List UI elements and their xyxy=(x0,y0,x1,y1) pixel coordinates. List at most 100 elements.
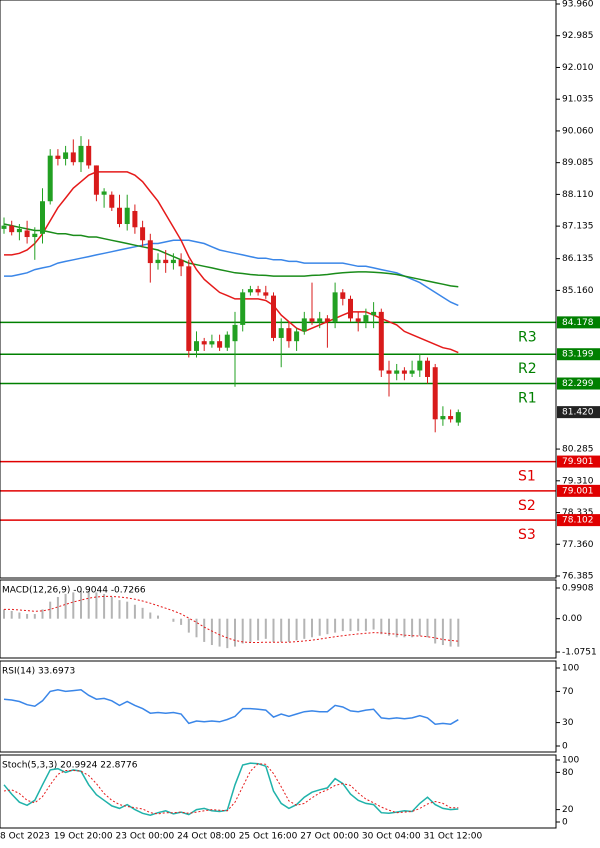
candle-body xyxy=(217,341,223,348)
candle-body xyxy=(425,360,430,377)
macd-bar xyxy=(334,618,337,633)
level-name: S1 xyxy=(518,469,536,485)
macd-bar xyxy=(149,612,152,619)
level-price-box xyxy=(557,316,600,329)
candle-body xyxy=(294,331,300,342)
y-tick-label: 80 xyxy=(562,768,574,778)
level-price-box xyxy=(557,514,600,527)
x-tick-label: 24 Oct 08:00 xyxy=(177,832,236,842)
y-tick-label: 76.385 xyxy=(562,572,594,582)
y-tick-label: 92.985 xyxy=(562,31,594,41)
candle-body xyxy=(147,240,153,264)
candle-body xyxy=(109,194,115,208)
last-price-box xyxy=(557,406,600,419)
macd-bar xyxy=(172,618,175,622)
macd-bar xyxy=(341,618,344,632)
candle-body xyxy=(317,318,323,322)
macd-bar xyxy=(280,618,283,642)
candle-body xyxy=(201,341,207,345)
candle-body xyxy=(363,315,369,322)
y-tick-label: 78.335 xyxy=(562,508,594,518)
candle-body xyxy=(209,341,215,345)
candle-body xyxy=(324,318,330,322)
level-price-box xyxy=(557,377,600,390)
x-tick-label: 8 Oct 2023 xyxy=(0,832,50,842)
macd-bar xyxy=(426,618,429,638)
indicator-line xyxy=(4,239,459,307)
y-tick-label: 0.9908 xyxy=(562,584,594,594)
y-tick-label: 90.060 xyxy=(562,126,594,136)
last-price-label: 81.420 xyxy=(562,408,594,418)
macd-bar xyxy=(303,618,306,639)
macd-bar xyxy=(33,614,36,619)
macd-bar xyxy=(257,618,260,641)
macd-bar xyxy=(141,607,144,619)
macd-bar xyxy=(226,618,229,649)
candle-body xyxy=(401,370,407,374)
stoch-frame xyxy=(0,754,557,829)
x-tick-label: 30 Oct 04:00 xyxy=(362,832,421,842)
candle-body xyxy=(63,152,69,159)
candle-body xyxy=(232,324,238,342)
y-tick-label: 100 xyxy=(562,756,579,766)
macd-bar xyxy=(264,618,267,639)
level-name: R2 xyxy=(518,361,537,377)
candle-body xyxy=(440,416,446,420)
macd-bar xyxy=(272,618,275,642)
y-tick-label: 85.160 xyxy=(562,286,594,296)
level-price-label: 79.001 xyxy=(562,486,594,496)
macd-bar xyxy=(157,615,159,619)
macd-bar xyxy=(72,592,75,619)
macd-bar xyxy=(326,618,329,635)
y-tick-label: 30 xyxy=(562,718,574,728)
candle-body xyxy=(263,292,269,296)
macd-bar xyxy=(295,618,298,641)
y-tick-label: -1.0751 xyxy=(562,648,597,658)
level-price-label: 82.299 xyxy=(562,379,594,389)
level-price-label: 83.199 xyxy=(562,350,594,360)
y-tick-label: 93.960 xyxy=(562,0,594,10)
indicator-line xyxy=(3,689,459,725)
candle-body xyxy=(278,328,284,338)
y-tick-label: 86.135 xyxy=(562,254,594,264)
level-price-label: 84.178 xyxy=(562,318,594,328)
candle-body xyxy=(448,416,454,420)
macd-bar xyxy=(195,618,198,638)
candle-body xyxy=(86,145,92,166)
macd-bar xyxy=(56,597,59,619)
candle-body xyxy=(348,298,353,319)
x-tick-label: 19 Oct 20:00 xyxy=(54,832,113,842)
candle-body xyxy=(40,201,45,234)
candle-body xyxy=(55,155,61,159)
macd-bar xyxy=(364,618,367,632)
candle-body xyxy=(432,367,438,420)
x-tick-label: 25 Oct 16:00 xyxy=(239,832,298,842)
candle-body xyxy=(371,311,377,316)
y-tick-label: 88.110 xyxy=(562,190,594,200)
candle-body xyxy=(9,225,15,233)
candle-body xyxy=(93,165,99,195)
candle-body xyxy=(16,228,22,233)
candle-body xyxy=(255,289,261,293)
macd-bar xyxy=(234,618,236,647)
candle-body xyxy=(378,311,384,371)
candle-body xyxy=(355,318,361,322)
macd-bar xyxy=(3,609,5,619)
rsi-frame xyxy=(0,660,557,753)
level-price-label: 79.901 xyxy=(562,457,594,467)
candle-body xyxy=(101,191,107,195)
indicator-line xyxy=(3,763,459,815)
macd-bar xyxy=(434,618,437,644)
macd-bar xyxy=(349,618,352,632)
macd-frame xyxy=(0,579,557,659)
macd-bar xyxy=(41,609,44,619)
y-tick-label: 92.010 xyxy=(562,63,594,73)
candle-body xyxy=(240,292,246,325)
candle-body xyxy=(132,210,138,228)
macd-bar xyxy=(418,618,421,636)
macd-bar xyxy=(133,604,136,619)
macd-bar xyxy=(187,618,190,633)
panel-plot xyxy=(3,590,460,649)
candle-body xyxy=(332,292,338,322)
